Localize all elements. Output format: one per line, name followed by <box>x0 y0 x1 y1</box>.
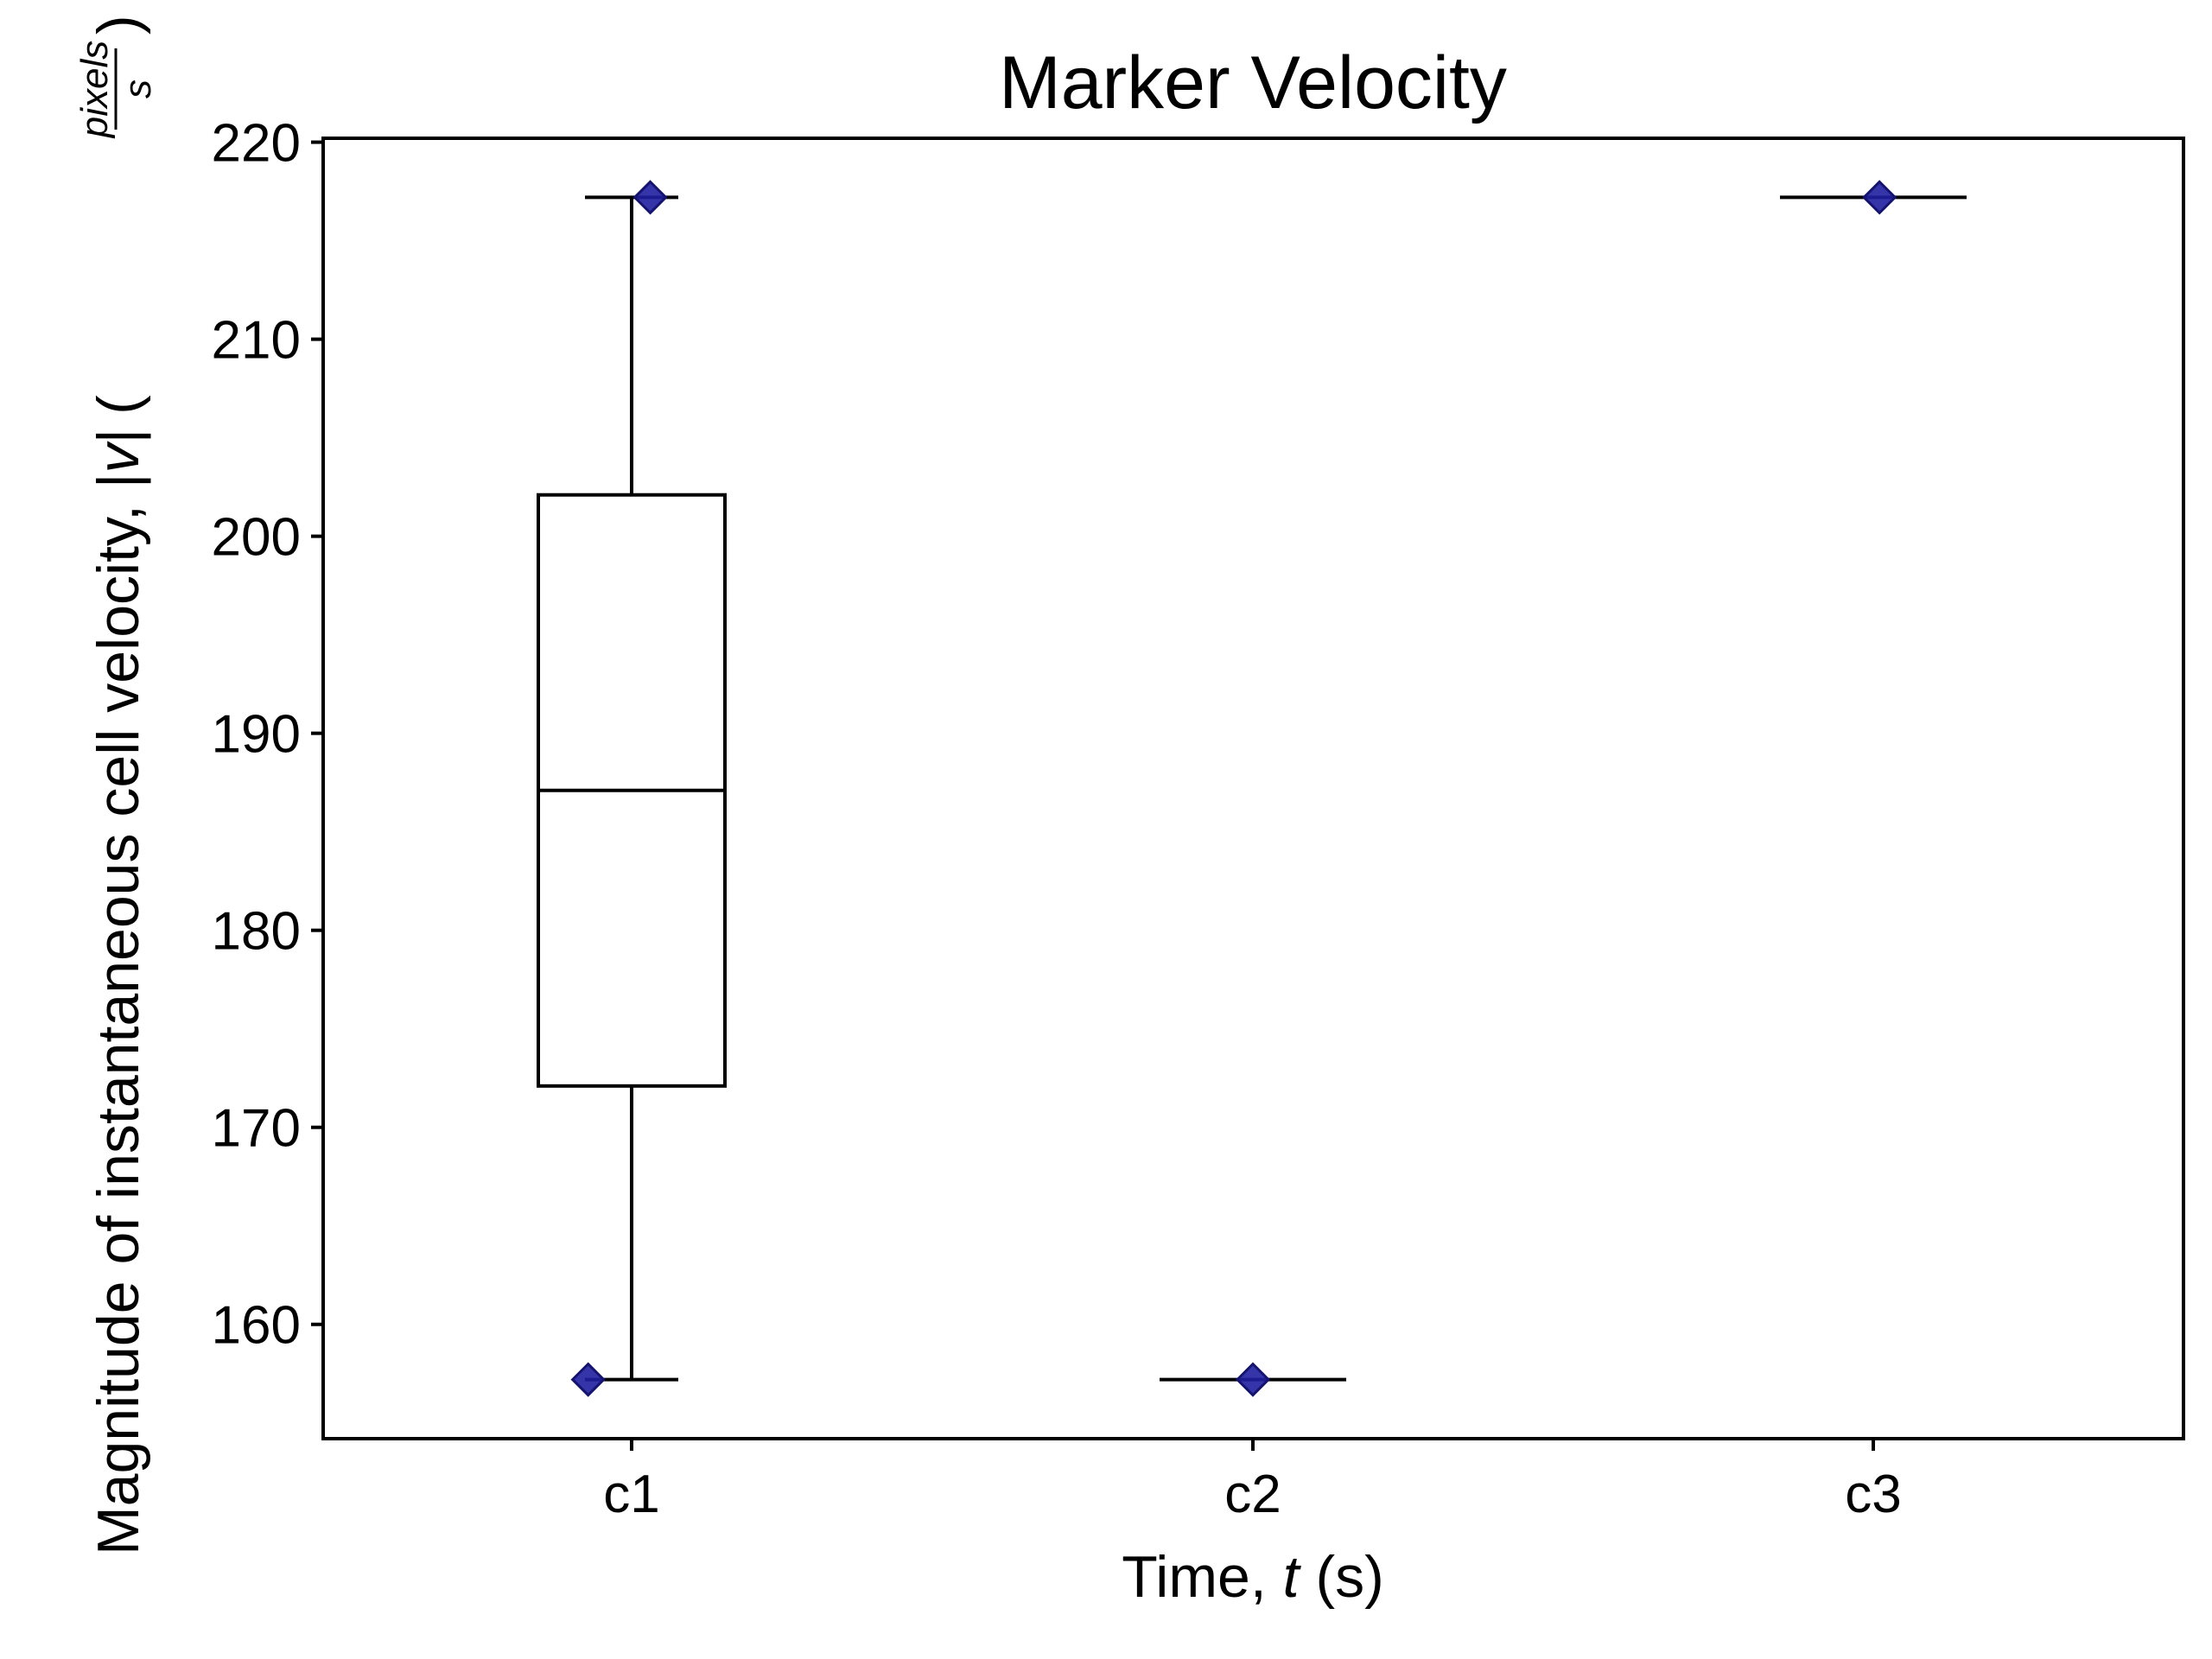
x-axis-label: Time, t (s) <box>1122 1544 1383 1610</box>
data-point-c3-3 <box>1862 180 1897 215</box>
y-tick-label-180: 180 <box>212 902 301 962</box>
data-point-c1-0 <box>570 1362 606 1397</box>
boxes-layer <box>537 195 1967 1382</box>
y-axis: 160 170 180 190 200 210 220 <box>212 114 323 1356</box>
y-axis-label-open-paren: ( <box>86 395 151 415</box>
y-tick-label-160: 160 <box>212 1296 301 1356</box>
x-tick-label-c2: c2 <box>1224 1465 1281 1524</box>
y-tick-label-200: 200 <box>212 508 301 568</box>
y-tick-label-220: 220 <box>212 114 301 174</box>
y-axis-label-bar: | <box>86 429 151 444</box>
box-c1 <box>537 195 727 1382</box>
x-axis-label-suffix: (s) <box>1300 1544 1384 1610</box>
y-tick-label-190: 190 <box>212 705 301 765</box>
chart-title: Marker Velocity <box>999 41 1507 124</box>
y-axis-label-frac-numerator: pixels <box>73 41 116 140</box>
y-tick-label-210: 210 <box>212 311 301 371</box>
y-tick-label-170: 170 <box>212 1099 301 1159</box>
y-axis-label-prefix: Magnitude of instantaneous cell velocity… <box>86 474 151 1555</box>
points-layer <box>570 180 1897 1397</box>
x-axis-label-variable: t <box>1283 1544 1302 1610</box>
y-axis-label-variable: v <box>86 441 151 474</box>
y-axis-label-frac-denominator: s <box>117 79 159 99</box>
y-axis-label-close-paren: ) <box>86 15 151 35</box>
x-tick-label-c1: c1 <box>603 1465 659 1524</box>
x-axis: c1 c2 c3 <box>603 1439 1902 1524</box>
data-point-c2-2 <box>1235 1362 1271 1397</box>
x-tick-label-c3: c3 <box>1845 1465 1901 1524</box>
data-point-c1-1 <box>632 180 668 215</box>
svg-text:Magnitude of instantaneous cel: Magnitude of instantaneous cell velocity… <box>86 395 151 1555</box>
y-axis-label: Magnitude of instantaneous cell velocity… <box>73 15 159 1555</box>
x-axis-label-prefix: Time, <box>1122 1544 1282 1610</box>
